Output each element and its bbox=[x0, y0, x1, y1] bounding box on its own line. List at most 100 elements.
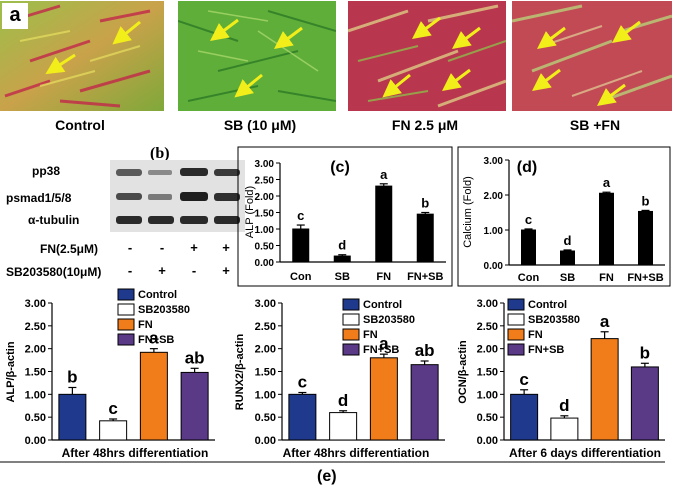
caption-sb: SB (10 μM) bbox=[223, 117, 297, 133]
bar bbox=[288, 393, 317, 441]
arrow-icon bbox=[442, 68, 471, 91]
micrograph-sb bbox=[178, 1, 336, 111]
y-tick-label: 2.00 bbox=[255, 192, 275, 203]
panel-frame-c bbox=[237, 146, 453, 287]
legend-swatch bbox=[342, 298, 360, 311]
micrograph-sb-image bbox=[178, 1, 336, 111]
category-label: Con bbox=[290, 271, 312, 283]
panel-label: (c) bbox=[330, 159, 350, 176]
bar bbox=[333, 255, 351, 263]
y-tick-label: 1.00 bbox=[255, 225, 275, 236]
bar bbox=[410, 364, 439, 441]
arrow-icon bbox=[597, 83, 626, 106]
panel-e-label: (e) bbox=[317, 468, 337, 485]
bar bbox=[375, 185, 393, 263]
legend-swatch bbox=[507, 313, 525, 326]
y-tick-label: 3.00 bbox=[255, 298, 276, 310]
legend-swatch bbox=[507, 328, 525, 341]
band-row-psmad bbox=[116, 192, 240, 201]
x-axis-label: After 48hrs differentiation bbox=[283, 446, 430, 460]
category-label: FN bbox=[599, 272, 614, 284]
y-tick-label: 0.50 bbox=[477, 412, 498, 424]
bar bbox=[590, 338, 619, 441]
bar bbox=[638, 210, 653, 266]
arrow-icon bbox=[234, 73, 263, 98]
arrow-icon bbox=[210, 18, 239, 41]
chart-e3: 0.00 0.50 1.00 1.50 2.00 2.50 3.00 OCN/β-actin c… bbox=[455, 298, 665, 463]
significance-letter: a bbox=[600, 312, 610, 331]
arrow-icon bbox=[382, 73, 411, 98]
y-tick-label: 1.00 bbox=[255, 389, 276, 401]
y-tick-label: 2.50 bbox=[25, 321, 46, 333]
category-label: FN+SB bbox=[627, 272, 663, 284]
legend-label: SB203580 bbox=[363, 314, 415, 326]
legend-swatch bbox=[507, 343, 525, 356]
significance-letter: d bbox=[564, 233, 572, 248]
arrow-icon bbox=[274, 26, 303, 49]
panel-frame-d bbox=[457, 146, 671, 287]
significance-letter: ab bbox=[185, 348, 205, 367]
y-tick-label: 0.00 bbox=[477, 435, 498, 447]
arrow-icon bbox=[532, 68, 561, 91]
bar bbox=[510, 393, 539, 441]
category-label: FN bbox=[376, 271, 391, 283]
significance-letter: a bbox=[603, 175, 611, 190]
significance-letter: d bbox=[338, 238, 346, 253]
caption-control: Control bbox=[55, 117, 105, 133]
chart-e1: 0.00 0.50 1.00 1.50 2.00 2.50 3.00 ALP/β-actin b… bbox=[0, 288, 230, 463]
y-tick-label: 1.00 bbox=[25, 389, 46, 401]
panel-a-label: a bbox=[2, 3, 28, 29]
legend-label: FN bbox=[138, 319, 153, 331]
legend-label: Control bbox=[363, 299, 402, 311]
y-tick-label: 1.00 bbox=[477, 389, 498, 401]
legend-swatch bbox=[342, 313, 360, 326]
sign-fn-4: + bbox=[222, 240, 230, 255]
legend-label: Control bbox=[528, 299, 567, 311]
legend-swatch bbox=[117, 303, 135, 316]
y-tick-label: 2.50 bbox=[477, 321, 498, 333]
band-label-tubulin: α-tubulin bbox=[28, 213, 80, 227]
arrow-icon bbox=[612, 20, 641, 43]
significance-letter: b bbox=[640, 343, 650, 362]
y-tick-label: 0.50 bbox=[255, 412, 276, 424]
y-axis-label: Calcium (Fold) bbox=[462, 176, 474, 248]
legend-label: Control bbox=[138, 289, 177, 301]
legend-swatch bbox=[117, 288, 135, 301]
panel-label: (d) bbox=[517, 159, 537, 176]
bar bbox=[292, 228, 310, 263]
y-axis-label: OCN/β-actin bbox=[457, 340, 469, 404]
band-row-pp38 bbox=[116, 168, 240, 176]
y-tick-label: 0.50 bbox=[255, 242, 275, 253]
sign-sb-4: + bbox=[222, 263, 230, 278]
y-tick-label: 1.50 bbox=[477, 367, 498, 379]
y-tick-label: 0.00 bbox=[255, 258, 275, 269]
y-axis-label: ALP (Fold) bbox=[244, 186, 256, 238]
y-tick-label: 1.50 bbox=[255, 367, 276, 379]
legend-label: FN bbox=[363, 329, 378, 341]
legend-swatch bbox=[117, 333, 135, 346]
legend-swatch bbox=[342, 328, 360, 341]
legend-label: FN+SB bbox=[363, 344, 399, 356]
y-axis-label: ALP/β-actin bbox=[5, 341, 17, 402]
y-tick-label: 2.00 bbox=[255, 344, 276, 356]
bar bbox=[369, 357, 398, 441]
y-tick-label: 2.50 bbox=[255, 321, 276, 333]
significance-letter: d bbox=[559, 396, 569, 415]
band-row-tubulin bbox=[116, 216, 240, 224]
caption-fn: FN 2.5 μM bbox=[391, 117, 459, 133]
category-label: SB bbox=[560, 272, 575, 284]
sign-fn-2: - bbox=[159, 240, 165, 255]
significance-letter: a bbox=[149, 329, 159, 348]
arrow-overlay bbox=[45, 16, 641, 106]
micrograph-fn bbox=[348, 1, 506, 111]
arrow-icon bbox=[45, 53, 76, 75]
legend-label: FN+SB bbox=[138, 334, 174, 346]
sign-fn-1: - bbox=[127, 240, 133, 255]
y-tick-label: 2.00 bbox=[484, 191, 504, 202]
treatment-sb-label: SB203580(10μM) bbox=[6, 265, 102, 279]
legend-label: FN+SB bbox=[528, 344, 564, 356]
significance-letter: c bbox=[525, 212, 532, 227]
chart-d: 0.00 1.00 2.00 3.00 Calcium (Fold) c Con d SB a FN… bbox=[457, 146, 671, 287]
y-tick-label: 2.00 bbox=[477, 344, 498, 356]
